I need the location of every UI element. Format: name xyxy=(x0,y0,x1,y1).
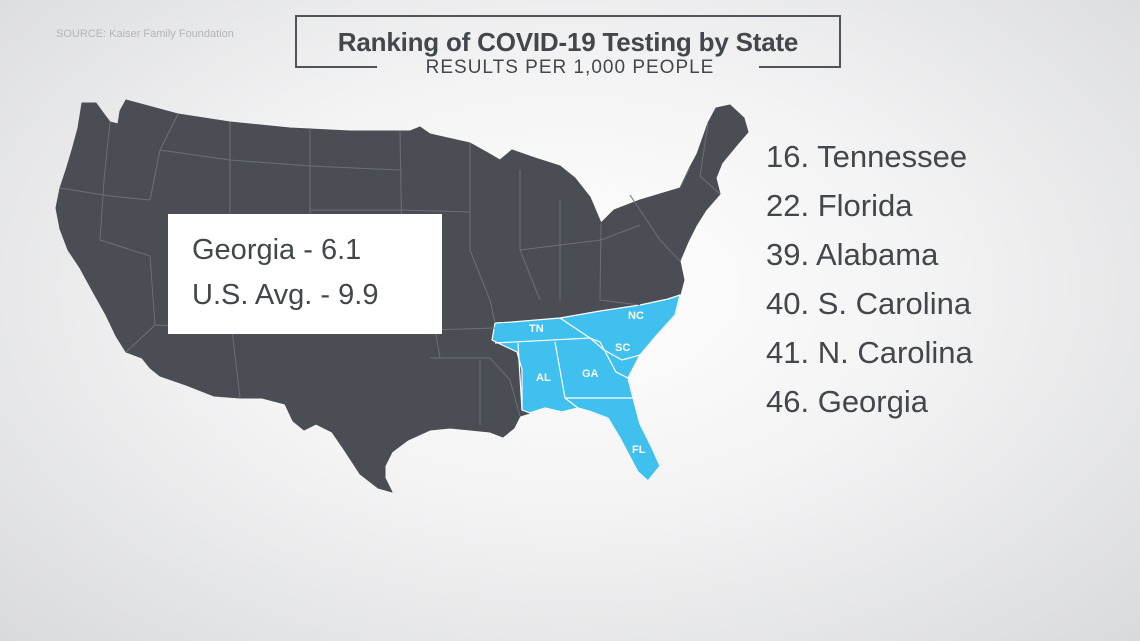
state-label-al: AL xyxy=(536,372,551,384)
callout-state-value: Georgia - 6.1 xyxy=(192,234,362,266)
rank-item: 16. Tennessee xyxy=(766,139,968,174)
rank-item: 46. Georgia xyxy=(766,384,928,419)
chart-subtitle: RESULTS PER 1,000 PEOPLE xyxy=(425,57,715,78)
state-label-nc: NC xyxy=(628,310,644,322)
callout-us-average: U.S. Avg. - 9.9 xyxy=(192,279,379,311)
title-underline xyxy=(295,66,841,68)
chart-title: Ranking of COVID-19 Testing by State xyxy=(337,27,799,57)
rank-item: 41. N. Carolina xyxy=(766,335,973,370)
state-label-tn: TN xyxy=(529,323,544,335)
source-credit: SOURCE: Kaiser Family Foundation xyxy=(56,28,234,40)
rank-item: 39. Alabama xyxy=(766,237,939,272)
state-label-sc: SC xyxy=(615,342,630,354)
rank-item: 22. Florida xyxy=(766,188,913,223)
state-label-fl: FL xyxy=(632,444,646,456)
highlight-borders xyxy=(494,317,641,411)
rank-item: 40. S. Carolina xyxy=(766,286,972,321)
title-box: Ranking of COVID-19 Testing by State xyxy=(295,15,841,67)
ranking-list: 16. Tennessee 22. Florida 39. Alabama 40… xyxy=(766,132,973,426)
georgia-callout: Georgia - 6.1 U.S. Avg. - 9.9 xyxy=(168,214,442,334)
state-label-ga: GA xyxy=(582,368,599,380)
